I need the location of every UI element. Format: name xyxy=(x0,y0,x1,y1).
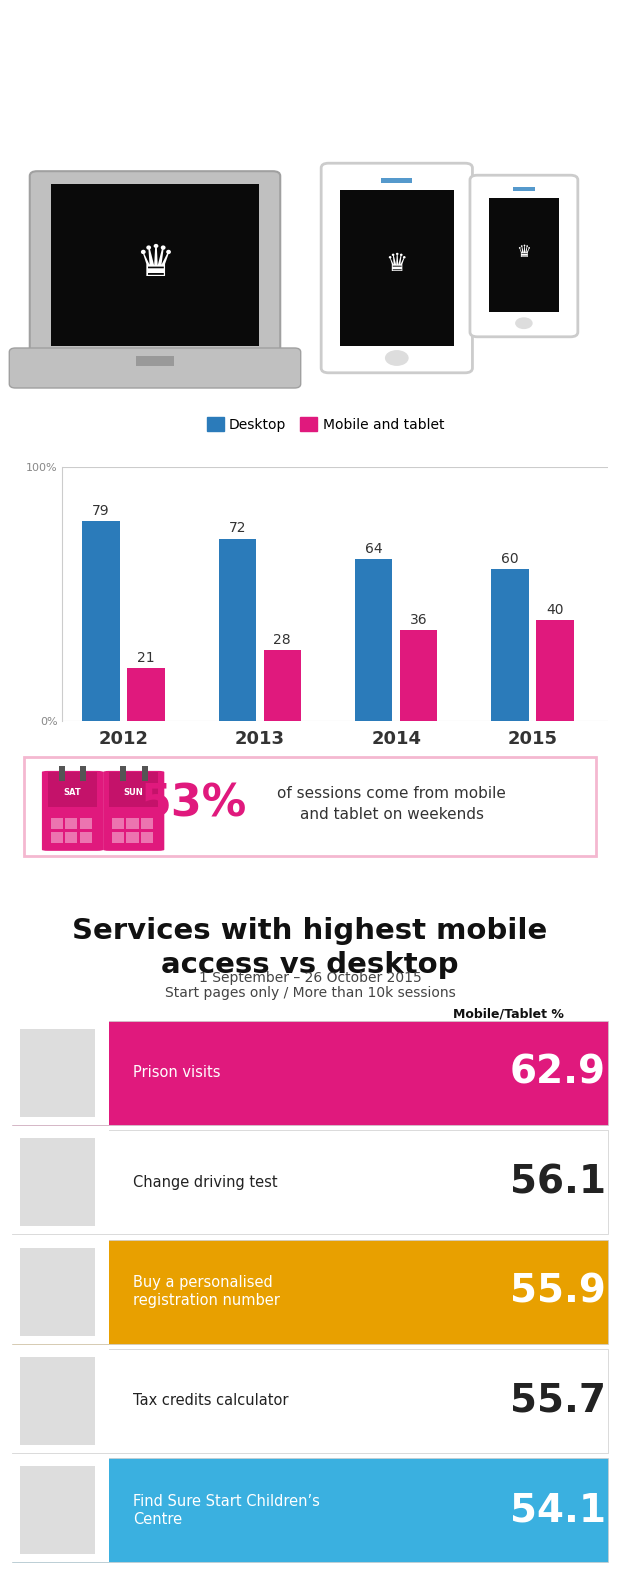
Text: Tax credits calculator: Tax credits calculator xyxy=(133,1393,289,1409)
Bar xyxy=(127,668,165,722)
Bar xyxy=(12,1240,608,1343)
Bar xyxy=(12,1130,608,1235)
FancyBboxPatch shape xyxy=(9,348,301,388)
Bar xyxy=(112,817,124,830)
Bar xyxy=(136,356,174,366)
Bar xyxy=(20,1357,95,1445)
Text: SUN: SUN xyxy=(124,789,144,797)
Bar xyxy=(12,1458,608,1563)
Bar xyxy=(80,832,92,843)
Text: 55.9: 55.9 xyxy=(510,1272,606,1310)
Text: Start pages only / More than 10k sessions: Start pages only / More than 10k session… xyxy=(165,985,455,999)
Bar xyxy=(20,1467,95,1555)
Text: 64: 64 xyxy=(365,541,383,555)
Bar xyxy=(12,1130,108,1235)
Text: 40: 40 xyxy=(546,602,564,617)
Legend: Desktop, Mobile and tablet: Desktop, Mobile and tablet xyxy=(202,411,450,438)
FancyBboxPatch shape xyxy=(24,756,596,857)
Text: ♛: ♛ xyxy=(386,253,408,276)
Text: Find Sure Start Children’s
Centre: Find Sure Start Children’s Centre xyxy=(133,1494,320,1527)
Text: 53%: 53% xyxy=(140,783,247,825)
Text: Desktop vs Mobile: Desktop vs Mobile xyxy=(23,46,597,99)
Text: of sessions come from mobile
and tablet on weekends: of sessions come from mobile and tablet … xyxy=(277,786,506,822)
Bar xyxy=(142,766,148,781)
Bar xyxy=(12,1021,108,1125)
Text: SAT: SAT xyxy=(64,789,81,797)
Bar xyxy=(218,538,256,722)
Bar xyxy=(489,198,559,312)
FancyBboxPatch shape xyxy=(103,770,164,850)
Bar xyxy=(12,1458,108,1563)
Bar xyxy=(112,832,124,843)
Text: 28: 28 xyxy=(273,632,291,646)
Bar xyxy=(51,184,259,347)
Text: ♛: ♛ xyxy=(135,243,175,286)
Circle shape xyxy=(516,319,532,328)
Bar xyxy=(12,1349,108,1453)
Text: Services with highest mobile
access vs desktop: Services with highest mobile access vs d… xyxy=(73,918,547,979)
Text: 62.9: 62.9 xyxy=(510,1054,606,1092)
Text: 1 September – 26 October 2015: 1 September – 26 October 2015 xyxy=(198,971,422,985)
Bar xyxy=(59,766,64,781)
Text: 54.1: 54.1 xyxy=(510,1491,606,1530)
Circle shape xyxy=(386,351,408,366)
FancyBboxPatch shape xyxy=(42,770,103,850)
Bar xyxy=(141,832,153,843)
Text: Buy a personalised
registration number: Buy a personalised registration number xyxy=(133,1274,280,1309)
Bar xyxy=(400,629,438,722)
Text: Mobile/Tablet %: Mobile/Tablet % xyxy=(453,1007,564,1020)
Text: Prison visits: Prison visits xyxy=(133,1065,221,1081)
Bar xyxy=(126,832,139,843)
Bar xyxy=(120,766,126,781)
Bar xyxy=(381,179,412,184)
Bar xyxy=(65,817,78,830)
Bar xyxy=(20,1029,95,1117)
Bar xyxy=(20,1247,95,1335)
Text: 55.7: 55.7 xyxy=(510,1382,606,1420)
Bar xyxy=(82,521,120,722)
Bar xyxy=(340,190,454,347)
Bar xyxy=(51,817,63,830)
FancyBboxPatch shape xyxy=(470,176,578,337)
Bar xyxy=(126,817,139,830)
FancyBboxPatch shape xyxy=(30,171,280,366)
Bar xyxy=(264,650,301,722)
Text: Change driving test: Change driving test xyxy=(133,1175,278,1189)
Bar xyxy=(12,1021,608,1125)
Bar xyxy=(81,766,86,781)
Text: 79: 79 xyxy=(92,504,110,518)
Text: 72: 72 xyxy=(229,521,246,535)
FancyBboxPatch shape xyxy=(321,163,472,373)
Text: 21: 21 xyxy=(137,651,155,665)
Bar xyxy=(51,832,63,843)
Text: 56.1: 56.1 xyxy=(510,1163,606,1202)
Bar xyxy=(491,570,529,722)
Text: 60: 60 xyxy=(501,552,519,566)
Bar xyxy=(48,772,97,806)
Bar xyxy=(12,1240,108,1343)
Bar xyxy=(65,832,78,843)
Text: ♛: ♛ xyxy=(516,243,531,260)
Text: 36: 36 xyxy=(410,613,428,626)
Bar xyxy=(20,1138,95,1227)
Bar xyxy=(536,620,574,722)
Bar xyxy=(355,559,392,722)
Bar xyxy=(109,772,159,806)
Bar xyxy=(513,187,535,191)
Bar xyxy=(141,817,153,830)
Bar xyxy=(80,817,92,830)
Text: access to GOV.UK: access to GOV.UK xyxy=(206,116,414,140)
Bar xyxy=(12,1349,608,1453)
